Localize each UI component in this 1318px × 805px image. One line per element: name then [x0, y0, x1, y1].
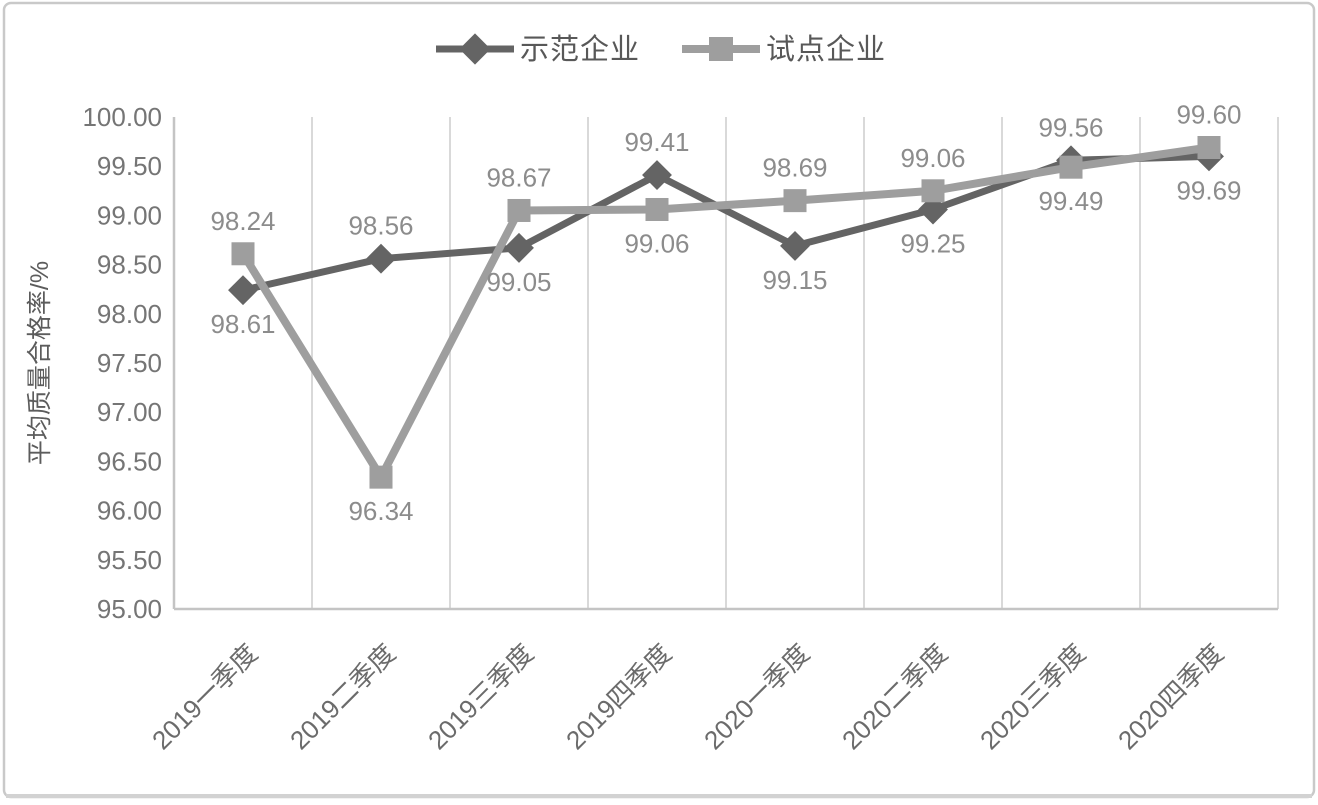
y-axis-title: 平均质量合格率/% [26, 261, 54, 465]
x-tick-label: 2020四季度 [1112, 638, 1229, 755]
data-labels: 98.24 98.61 98.56 96.34 98.67 99.05 99.41 99.06… [210, 100, 1241, 527]
legend: 示范企业 试点企业 [436, 33, 886, 66]
x-tick-label: 2019二季度 [284, 638, 401, 755]
y-axis-ticks: 95.00 95.50 96.00 96.50 97.00 97.50 98.00 98.50… [82, 102, 162, 624]
data-label: 99.06 [900, 143, 965, 173]
data-label: 99.60 [1176, 100, 1241, 130]
data-label: 99.06 [624, 228, 689, 258]
x-tick-label: 2020三季度 [974, 638, 1091, 755]
data-label: 98.24 [210, 206, 275, 236]
y-tick-label: 97.00 [97, 397, 162, 427]
data-label: 99.69 [1176, 175, 1241, 205]
legend-label: 试点企业 [766, 33, 886, 66]
y-tick-label: 98.00 [97, 299, 162, 329]
y-tick-label: 95.00 [97, 594, 162, 624]
y-tick-label: 98.50 [97, 250, 162, 280]
x-tick-label: 2019三季度 [422, 638, 539, 755]
data-label: 96.34 [348, 496, 413, 526]
y-tick-label: 97.50 [97, 348, 162, 378]
x-tick-label: 2020二季度 [836, 638, 953, 755]
y-tick-label: 95.50 [97, 545, 162, 575]
data-label: 99.41 [624, 127, 689, 157]
data-label: 99.05 [486, 267, 551, 297]
legend-item-0: 示范企业 [436, 33, 640, 66]
data-label: 99.56 [1038, 112, 1103, 142]
data-label: 99.15 [762, 265, 827, 295]
y-tick-label: 96.50 [97, 446, 162, 476]
y-tick-label: 100.00 [82, 102, 162, 132]
data-label: 98.67 [486, 162, 551, 192]
x-axis-ticks: 2019一季度 2019二季度 2019三季度 2019四季度 2020一季度 2020二… [146, 638, 1229, 755]
y-tick-label: 99.00 [97, 200, 162, 230]
x-tick-label: 2020一季度 [698, 638, 815, 755]
data-label: 98.69 [762, 153, 827, 183]
series-1-line [239, 143, 1213, 482]
x-tick-label: 2019一季度 [146, 638, 263, 755]
y-tick-label: 96.00 [97, 496, 162, 526]
y-tick-label: 99.50 [97, 151, 162, 181]
x-tick-label: 2019四季度 [560, 638, 677, 755]
data-label: 98.61 [210, 309, 275, 339]
series-1-markers [231, 136, 1221, 489]
legend-label: 示范企业 [520, 33, 640, 66]
data-label: 99.49 [1038, 186, 1103, 216]
data-label: 99.25 [900, 228, 965, 258]
data-label: 98.56 [348, 211, 413, 241]
legend-item-1: 试点企业 [682, 33, 886, 66]
